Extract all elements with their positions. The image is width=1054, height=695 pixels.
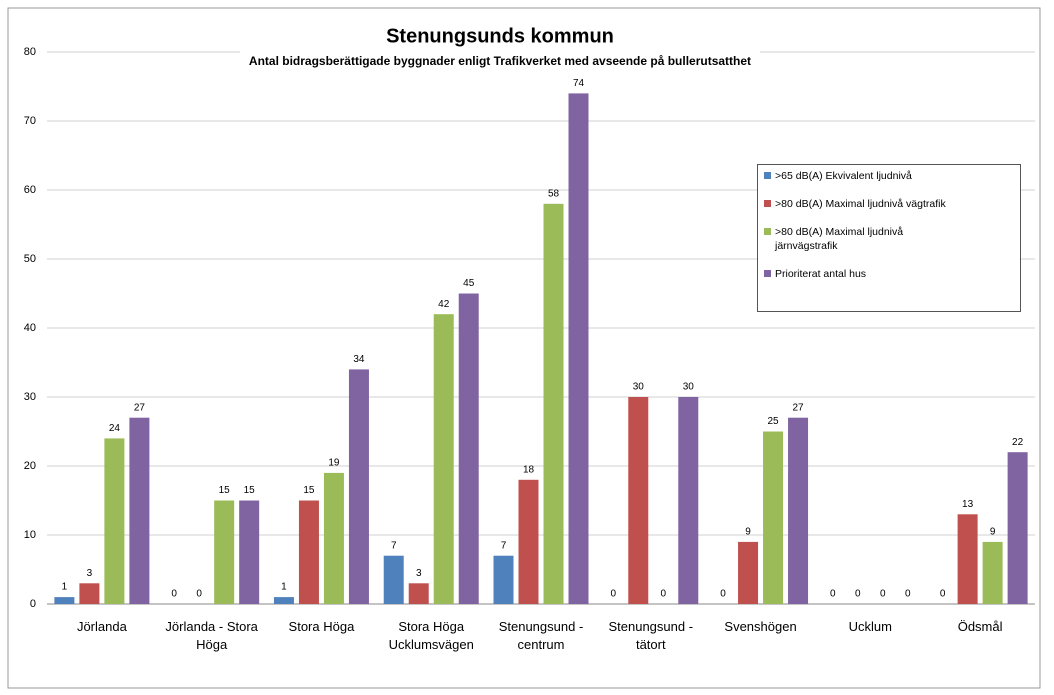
title-backdrop <box>240 22 760 72</box>
bar <box>518 479 539 604</box>
data-label: 34 <box>353 354 365 365</box>
legend-label: >65 dB(A) Ekvivalent ljudnivå <box>775 170 912 182</box>
y-tick-label: 70 <box>24 115 36 127</box>
data-label: 0 <box>905 589 911 600</box>
data-label: 27 <box>134 402 146 413</box>
y-tick-label: 80 <box>24 46 36 58</box>
data-label: 1 <box>281 582 287 593</box>
data-label: 9 <box>745 527 751 538</box>
data-label: 42 <box>438 299 450 310</box>
bar <box>408 583 429 604</box>
data-label: 22 <box>1012 437 1024 448</box>
bar <box>323 472 344 604</box>
bar <box>493 555 514 604</box>
bar <box>568 93 589 605</box>
bar <box>738 541 759 604</box>
legend-item: >80 dB(A) Maximal ljudnivå järnvägstrafi… <box>764 225 1014 253</box>
data-label: 3 <box>416 568 422 579</box>
x-tick-label: Ödsmål <box>958 619 1003 634</box>
bar <box>214 500 235 604</box>
data-label: 0 <box>720 589 726 600</box>
data-label: 25 <box>767 416 779 427</box>
data-label: 13 <box>962 499 974 510</box>
data-label: 15 <box>244 485 256 496</box>
bar <box>543 203 564 605</box>
data-label: 45 <box>463 278 475 289</box>
x-tick-label: Stenungsund -centrum <box>499 619 584 652</box>
legend-item: >80 dB(A) Maximal ljudnivå vägtrafik <box>764 197 1014 211</box>
x-tick-label: Svenshögen <box>724 619 796 634</box>
bar <box>104 438 125 604</box>
y-tick-label: 50 <box>24 253 36 265</box>
bar <box>1007 452 1028 604</box>
data-label: 0 <box>830 589 836 600</box>
x-tick-label: Stora Höga <box>289 619 356 634</box>
y-tick-label: 10 <box>24 529 36 541</box>
data-label: 0 <box>855 589 861 600</box>
bar <box>273 597 294 604</box>
legend-item: Prioriterat antal hus <box>764 267 1014 281</box>
data-label: 0 <box>610 589 616 600</box>
bar <box>239 500 260 604</box>
x-tick-label: Jörlanda <box>77 619 128 634</box>
data-label: 24 <box>109 423 121 434</box>
bar <box>129 417 150 604</box>
y-tick-label: 40 <box>24 322 36 334</box>
legend-swatch <box>764 172 771 179</box>
data-label: 0 <box>660 589 666 600</box>
bar <box>54 597 75 604</box>
legend-swatch <box>764 228 771 235</box>
legend: >65 dB(A) Ekvivalent ljudnivå >80 dB(A) M… <box>757 164 1021 312</box>
legend-label: >80 dB(A) Maximal ljudnivå järnvägstrafi… <box>775 226 904 252</box>
data-label: 74 <box>573 78 585 89</box>
x-tick-label: Ucklum <box>849 619 892 634</box>
data-label: 15 <box>219 485 231 496</box>
data-label: 7 <box>391 540 397 551</box>
x-tick-label: Stora Höga Ucklumsvägen <box>389 619 474 652</box>
legend-swatch <box>764 200 771 207</box>
data-label: 0 <box>196 589 202 600</box>
bar <box>678 397 699 604</box>
data-label: 27 <box>792 402 804 413</box>
data-label: 0 <box>171 589 177 600</box>
data-label: 1 <box>62 582 68 593</box>
data-label: 58 <box>548 188 560 199</box>
x-tick-label: Stenungsund -tätort <box>608 619 693 652</box>
bar <box>628 397 649 604</box>
bar <box>298 500 319 604</box>
y-tick-label: 20 <box>24 460 36 472</box>
data-label: 0 <box>880 589 886 600</box>
data-label: 30 <box>683 382 695 393</box>
bar <box>982 541 1003 604</box>
y-tick-label: 60 <box>24 184 36 196</box>
data-label: 15 <box>303 485 315 496</box>
data-label: 7 <box>501 540 507 551</box>
data-label: 3 <box>87 568 93 579</box>
bar <box>79 583 100 604</box>
bar <box>788 417 809 604</box>
legend-label: >80 dB(A) Maximal ljudnivå vägtrafik <box>775 198 946 210</box>
legend-swatch <box>764 270 771 277</box>
x-tick-label: Jörlanda - Stora Höga <box>165 619 258 652</box>
legend-label: Prioriterat antal hus <box>775 268 867 280</box>
data-label: 9 <box>990 527 996 538</box>
bar <box>458 293 479 604</box>
y-tick-label: 30 <box>24 391 36 403</box>
chart-subtitle: Antal bidragsberättigade byggnader enlig… <box>249 54 751 68</box>
bar <box>348 369 369 604</box>
bar <box>957 514 978 604</box>
data-label: 30 <box>633 382 645 393</box>
y-tick-label: 0 <box>30 598 36 610</box>
bar <box>763 431 784 604</box>
legend-item: >65 dB(A) Ekvivalent ljudnivå <box>764 169 1014 183</box>
chart-title: Stenungsunds kommun <box>386 25 614 47</box>
data-label: 19 <box>328 458 340 469</box>
data-label: 18 <box>523 464 535 475</box>
bar <box>433 314 454 604</box>
bar <box>383 555 404 604</box>
data-label: 0 <box>940 589 946 600</box>
